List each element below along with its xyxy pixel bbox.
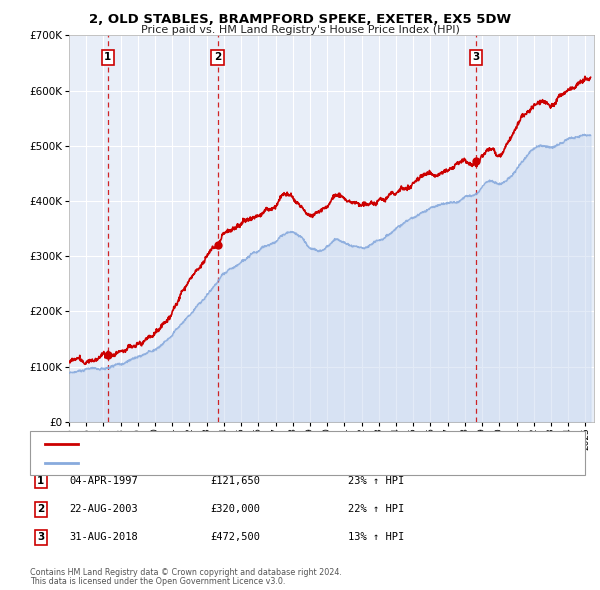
Text: £121,650: £121,650 bbox=[210, 476, 260, 486]
Text: 22-AUG-2003: 22-AUG-2003 bbox=[69, 504, 138, 514]
Text: Contains HM Land Registry data © Crown copyright and database right 2024.: Contains HM Land Registry data © Crown c… bbox=[30, 568, 342, 577]
Text: 23% ↑ HPI: 23% ↑ HPI bbox=[348, 476, 404, 486]
Text: 3: 3 bbox=[473, 53, 480, 63]
Text: 2, OLD STABLES, BRAMPFORD SPEKE, EXETER, EX5 5DW: 2, OLD STABLES, BRAMPFORD SPEKE, EXETER,… bbox=[89, 13, 511, 26]
Text: Price paid vs. HM Land Registry's House Price Index (HPI): Price paid vs. HM Land Registry's House … bbox=[140, 25, 460, 35]
Text: 2: 2 bbox=[37, 504, 44, 514]
Text: 2: 2 bbox=[214, 53, 221, 63]
Text: £472,500: £472,500 bbox=[210, 533, 260, 542]
Text: 31-AUG-2018: 31-AUG-2018 bbox=[69, 533, 138, 542]
Text: This data is licensed under the Open Government Licence v3.0.: This data is licensed under the Open Gov… bbox=[30, 578, 286, 586]
Text: HPI: Average price, detached house, East Devon: HPI: Average price, detached house, East… bbox=[84, 458, 314, 467]
Text: 04-APR-1997: 04-APR-1997 bbox=[69, 476, 138, 486]
Text: 1: 1 bbox=[104, 53, 112, 63]
Text: 3: 3 bbox=[37, 533, 44, 542]
Text: 13% ↑ HPI: 13% ↑ HPI bbox=[348, 533, 404, 542]
Text: 2, OLD STABLES, BRAMPFORD SPEKE, EXETER, EX5 5DW (detached house): 2, OLD STABLES, BRAMPFORD SPEKE, EXETER,… bbox=[84, 440, 437, 448]
Text: £320,000: £320,000 bbox=[210, 504, 260, 514]
Text: 22% ↑ HPI: 22% ↑ HPI bbox=[348, 504, 404, 514]
Text: 1: 1 bbox=[37, 476, 44, 486]
